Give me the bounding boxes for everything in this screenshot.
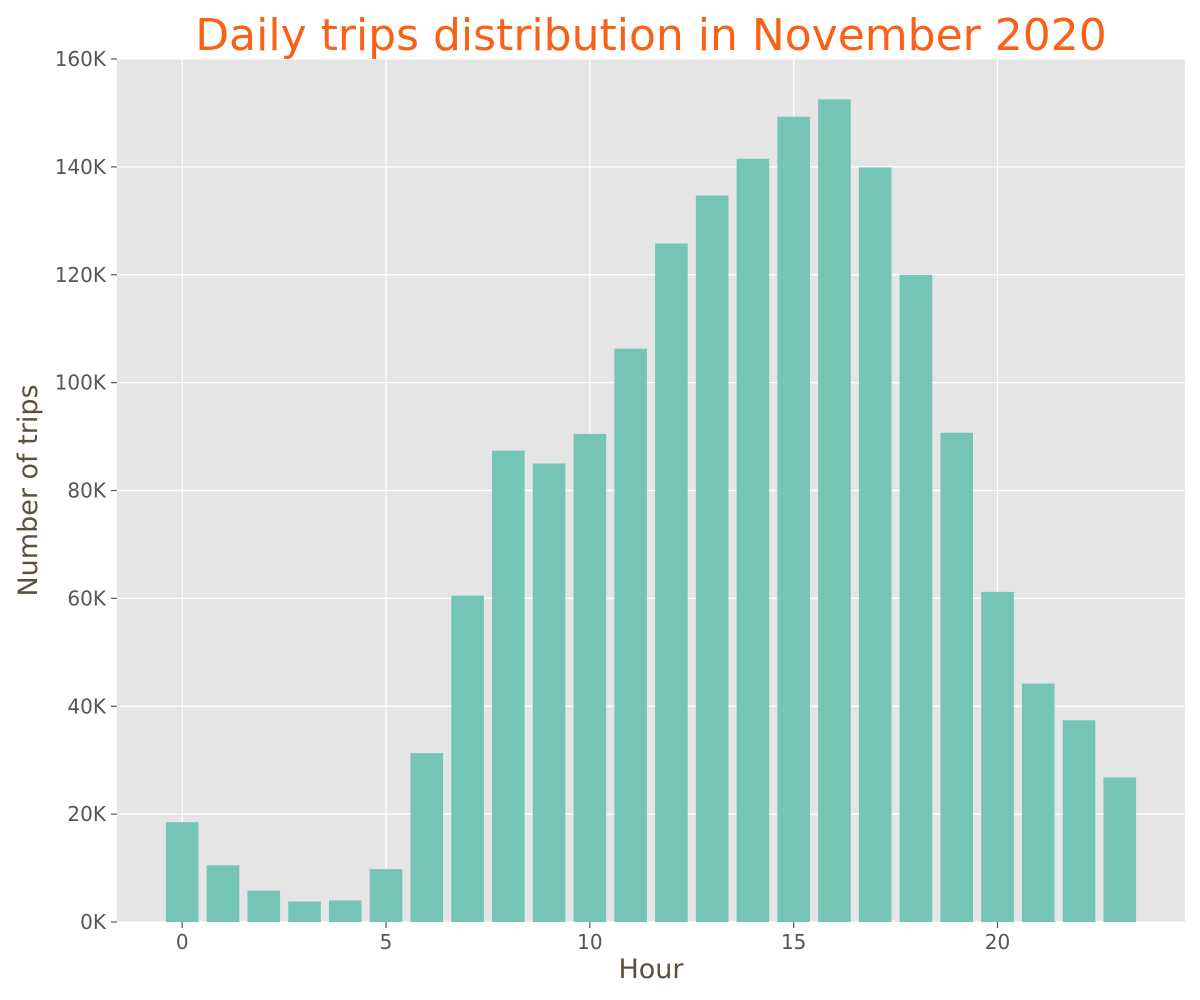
bars (165, 99, 1137, 923)
bar (165, 822, 199, 922)
bar (614, 348, 647, 922)
grid-lines (117, 58, 1185, 923)
y-tick-label: 160K (55, 47, 107, 71)
bar (940, 432, 974, 922)
x-tick-label: 5 (380, 930, 393, 954)
bar (247, 890, 281, 922)
chart-title: Daily trips distribution in November 202… (195, 10, 1106, 61)
y-tick-label: 140K (55, 155, 107, 179)
y-tick-label: 20K (67, 802, 106, 826)
y-tick-label: 0K (80, 910, 107, 934)
bar (695, 195, 729, 923)
y-axis-ticks: 0K 20K 40K 60K 80K 100K 120K 140K 160K (55, 47, 117, 934)
y-tick-label: 120K (55, 263, 107, 287)
bar (328, 900, 362, 922)
bar (1062, 720, 1096, 922)
x-tick-label: 0 (176, 930, 189, 954)
bar (369, 869, 403, 922)
x-axis-ticks: 0 5 10 15 20 (176, 922, 1010, 954)
bar (1021, 683, 1055, 922)
x-tick-label: 15 (781, 930, 806, 954)
bar (1103, 777, 1137, 922)
y-tick-label: 40K (67, 694, 106, 718)
x-axis-label: Hour (618, 954, 684, 985)
y-axis-label: Number of trips (13, 384, 44, 596)
x-tick-label: 10 (577, 930, 602, 954)
bar (777, 116, 810, 922)
bar (655, 243, 688, 922)
bar (858, 167, 892, 922)
bar (206, 865, 240, 922)
bar (288, 901, 321, 922)
bar (492, 450, 525, 922)
y-tick-label: 60K (67, 586, 106, 610)
bar (532, 463, 566, 922)
bar (573, 433, 607, 922)
bar (451, 595, 484, 922)
y-tick-label: 100K (55, 371, 107, 395)
bar (410, 753, 444, 922)
bar (736, 158, 770, 923)
x-tick-label: 20 (985, 930, 1010, 954)
bar (981, 591, 1014, 922)
bar (818, 99, 851, 922)
y-tick-label: 80K (67, 479, 106, 503)
bar (899, 274, 933, 922)
